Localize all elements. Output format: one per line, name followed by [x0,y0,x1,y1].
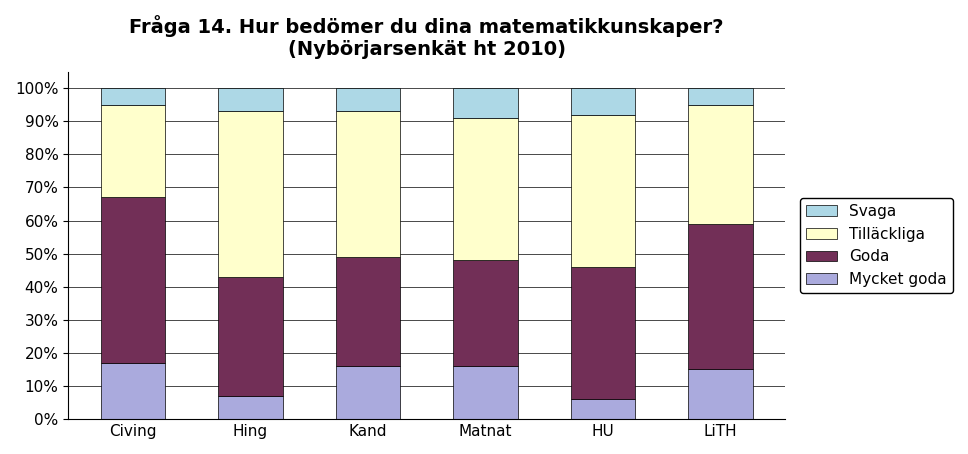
Bar [570,399,635,419]
Bar [336,88,401,111]
Legend: Svaga, Tilläckliga, Goda, Mycket goda: Svaga, Tilläckliga, Goda, Mycket goda [800,198,953,293]
Bar [218,111,283,277]
Bar [336,257,401,366]
Bar [688,105,753,224]
Bar [453,260,518,366]
Bar [570,115,635,267]
Bar [570,88,635,115]
Bar [453,118,518,260]
Bar [688,88,753,105]
Bar [453,366,518,419]
Bar [101,88,166,105]
Bar [218,88,283,111]
Bar [570,267,635,399]
Bar [453,88,518,118]
Bar [688,370,753,419]
Bar [218,396,283,419]
Bar [101,105,166,197]
Bar [218,277,283,396]
Title: Fråga 14. Hur bedömer du dina matematikkunskaper?
(Nybörjarsenkät ht 2010): Fråga 14. Hur bedömer du dina matematikk… [130,15,724,59]
Bar [101,197,166,363]
Bar [688,224,753,370]
Bar [336,111,401,257]
Bar [101,363,166,419]
Bar [336,366,401,419]
